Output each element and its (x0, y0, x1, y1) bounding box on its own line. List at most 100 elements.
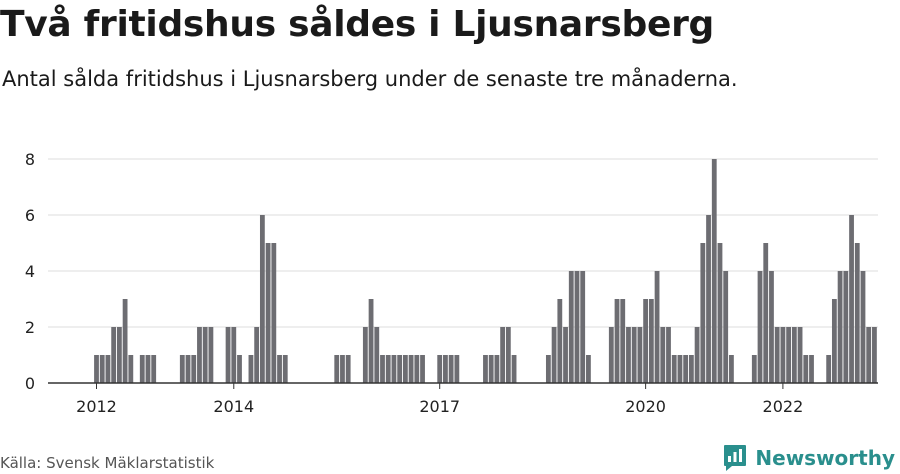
bar (454, 355, 460, 383)
x-tick-label: 2012 (76, 397, 117, 416)
bar (139, 355, 145, 383)
bar (586, 355, 591, 383)
bar (826, 355, 832, 383)
bar (443, 355, 448, 383)
bar (391, 355, 397, 383)
bar (843, 271, 849, 383)
bar (488, 355, 494, 383)
bar (282, 355, 288, 383)
bar (729, 355, 734, 383)
bar (551, 327, 557, 383)
bar (271, 243, 277, 383)
y-axis-labels: 0 2 4 6 8 (25, 150, 35, 393)
chart-subtitle: Antal sålda fritidshus i Ljusnarsberg un… (2, 67, 738, 91)
bar (683, 355, 689, 383)
bar (185, 355, 191, 383)
bar (608, 327, 614, 383)
bar (654, 271, 660, 383)
bar (500, 327, 506, 383)
y-tick-label: 2 (25, 318, 35, 337)
bar (225, 327, 231, 383)
x-tick-label: 2017 (419, 397, 460, 416)
bar (860, 271, 866, 383)
bar (568, 271, 574, 383)
bar (574, 271, 580, 383)
bar (345, 355, 351, 383)
bar (809, 355, 814, 383)
annotations: 2 (875, 0, 886, 5)
newsworthy-logo-icon (724, 445, 747, 471)
bar (831, 299, 837, 383)
bar (866, 327, 872, 383)
gridlines (48, 158, 878, 328)
bar (700, 243, 706, 383)
bar (780, 327, 786, 383)
x-tick-label: 2014 (213, 397, 254, 416)
bar (711, 159, 717, 383)
bar (769, 271, 774, 383)
bar (872, 327, 877, 383)
bar (511, 355, 517, 383)
bar (854, 243, 860, 383)
bar (99, 355, 105, 383)
bar (688, 355, 694, 383)
bar (385, 355, 391, 383)
y-tick-label: 4 (25, 262, 35, 281)
bar (202, 327, 208, 383)
bar (128, 355, 134, 383)
bar (437, 355, 443, 383)
bar (557, 299, 563, 383)
bar (116, 327, 122, 383)
bar (122, 299, 128, 383)
x-tick-label: 2022 (763, 397, 804, 416)
x-axis: 2012 2014 2017 2020 2022 (48, 382, 878, 416)
bar (791, 327, 797, 383)
y-tick-label: 0 (25, 374, 35, 393)
brand-name: Newsworthy (755, 446, 895, 470)
bar (340, 355, 345, 383)
bar (191, 355, 197, 383)
bar (277, 355, 282, 383)
bar (248, 355, 254, 383)
bar (145, 355, 151, 383)
bar (231, 327, 237, 383)
bar (694, 327, 700, 383)
bar (717, 243, 723, 383)
bar (786, 327, 792, 383)
bar (751, 355, 757, 383)
bar (179, 355, 185, 383)
bar (666, 327, 671, 383)
brand: Newsworthy (723, 443, 895, 473)
bar (671, 355, 677, 383)
bar (803, 355, 809, 383)
bar (626, 327, 631, 383)
bar (334, 355, 340, 383)
bar (397, 355, 403, 383)
bar (614, 299, 620, 383)
bar (757, 271, 763, 383)
bar (494, 355, 500, 383)
bar (637, 327, 643, 383)
bar (706, 215, 711, 383)
highlight-data-label: 2 (875, 0, 886, 5)
bar (208, 327, 214, 383)
bar (414, 355, 420, 383)
bar (259, 215, 265, 383)
bar (237, 355, 242, 383)
bar (374, 327, 380, 383)
chart-title: Två fritidshus såldes i Ljusnarsberg (0, 4, 714, 45)
bar (563, 327, 568, 383)
bar (837, 271, 843, 383)
bar (580, 271, 586, 383)
bar (648, 299, 654, 383)
y-tick-label: 6 (25, 206, 35, 225)
bar (448, 355, 454, 383)
bar (151, 355, 157, 383)
bar (254, 327, 260, 383)
bar (545, 355, 551, 383)
y-tick-label: 8 (25, 150, 35, 169)
bar (197, 327, 202, 383)
bars (94, 159, 877, 383)
bar (797, 327, 803, 383)
